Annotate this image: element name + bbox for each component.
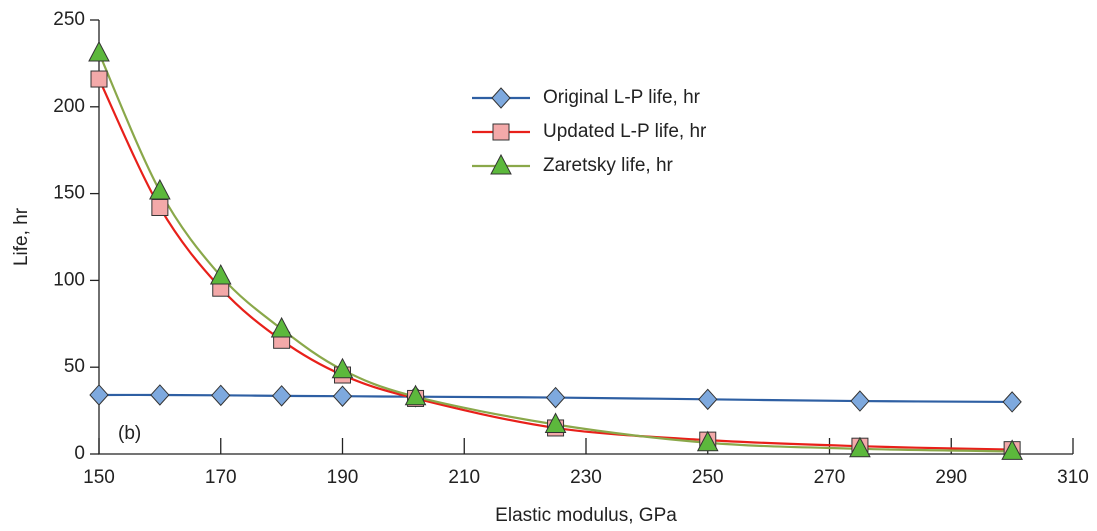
data-point	[332, 385, 353, 407]
data-point	[149, 178, 171, 200]
x-tick-label: 190	[327, 467, 359, 488]
data-point	[89, 384, 109, 406]
data-point	[850, 390, 870, 412]
data-point	[331, 357, 354, 379]
data-point	[211, 384, 231, 407]
data-point	[545, 386, 566, 409]
y-tick-label: 0	[74, 443, 85, 464]
annotation: (b)	[118, 423, 141, 444]
data-point	[1002, 391, 1022, 413]
data-point	[271, 385, 292, 407]
legend-marker	[490, 153, 512, 175]
x-tick-label: 230	[570, 467, 602, 488]
data-point	[696, 430, 719, 452]
y-tick-label: 200	[53, 96, 85, 117]
legend-marker	[491, 87, 511, 109]
data-point	[544, 412, 567, 433]
x-tick-label: 290	[935, 467, 967, 488]
x-tick-label: 170	[205, 467, 237, 488]
data-point	[90, 70, 108, 88]
axes	[98, 20, 1073, 455]
y-tick-label: 100	[53, 269, 85, 290]
x-axis-label: Elastic modulus, GPa	[495, 505, 677, 526]
data-point	[849, 436, 871, 458]
y-tick-label: 150	[53, 183, 85, 204]
x-tick-label: 270	[814, 467, 846, 488]
data-point	[270, 316, 293, 338]
x-tick-label: 250	[692, 467, 724, 488]
y-axis-label: Life, hr	[11, 207, 32, 266]
data-point	[151, 198, 169, 216]
y-tick-label: 250	[53, 9, 85, 30]
y-tick-label: 50	[64, 356, 85, 377]
legend-marker	[492, 123, 510, 141]
data-point	[1001, 439, 1023, 460]
data-point	[88, 40, 110, 62]
legend-label: Original L-P life, hr	[543, 87, 701, 108]
x-tick-label: 310	[1057, 467, 1089, 488]
x-tick-label: 210	[448, 467, 480, 488]
data-point	[209, 263, 232, 285]
data-point	[404, 384, 427, 406]
data-point	[698, 388, 718, 411]
x-tick-label: 150	[83, 467, 115, 488]
legend-label: Zaretsky life, hr	[543, 155, 674, 176]
legend-label: Updated L-P life, hr	[543, 121, 707, 142]
data-point	[150, 384, 170, 406]
